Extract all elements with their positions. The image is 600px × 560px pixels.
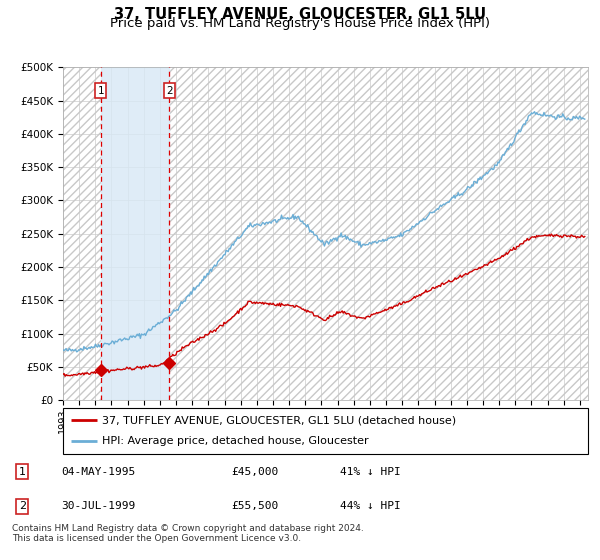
Text: 1: 1 (19, 466, 26, 477)
Bar (101, 67, 169, 400)
Text: 37, TUFFLEY AVENUE, GLOUCESTER, GL1 5LU (detached house): 37, TUFFLEY AVENUE, GLOUCESTER, GL1 5LU … (103, 415, 457, 425)
Text: Price paid vs. HM Land Registry's House Price Index (HPI): Price paid vs. HM Land Registry's House … (110, 17, 490, 30)
Text: 04-MAY-1995: 04-MAY-1995 (61, 466, 135, 477)
Text: 30-JUL-1999: 30-JUL-1999 (61, 501, 135, 511)
Text: 37, TUFFLEY AVENUE, GLOUCESTER, GL1 5LU: 37, TUFFLEY AVENUE, GLOUCESTER, GL1 5LU (114, 7, 486, 22)
Text: £45,000: £45,000 (231, 466, 278, 477)
Bar (169, 67, 588, 400)
Text: 41% ↓ HPI: 41% ↓ HPI (340, 466, 401, 477)
Text: Contains HM Land Registry data © Crown copyright and database right 2024.
This d: Contains HM Land Registry data © Crown c… (12, 524, 364, 543)
Text: 2: 2 (166, 86, 173, 96)
Text: HPI: Average price, detached house, Gloucester: HPI: Average price, detached house, Glou… (103, 436, 369, 446)
Bar (63, 67, 101, 400)
Text: 2: 2 (19, 501, 26, 511)
Text: 44% ↓ HPI: 44% ↓ HPI (340, 501, 401, 511)
Text: 1: 1 (97, 86, 104, 96)
Text: £55,500: £55,500 (231, 501, 278, 511)
